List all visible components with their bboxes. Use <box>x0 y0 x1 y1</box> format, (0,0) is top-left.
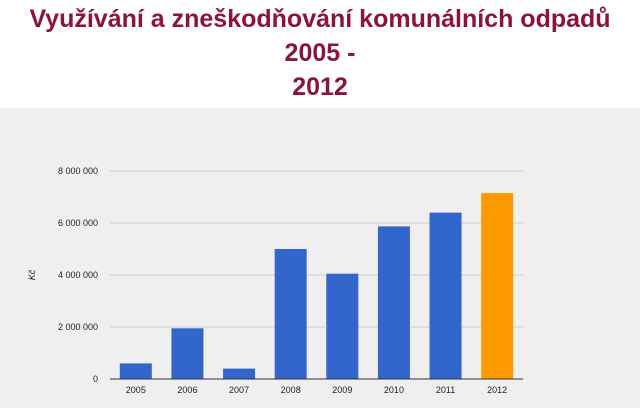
y-tick-label: 0 <box>93 374 98 384</box>
chart-panel <box>0 108 640 408</box>
x-tick-label: 2010 <box>384 385 404 395</box>
x-tick-label: 2006 <box>177 385 197 395</box>
bars <box>119 193 514 379</box>
chart-title: Využívání a zneškodňování komunálních od… <box>0 2 640 104</box>
bar-2012[interactable] <box>481 193 514 379</box>
x-tick-label: 2008 <box>281 385 301 395</box>
bar-2006[interactable] <box>171 328 204 379</box>
x-tick-label: 2012 <box>487 385 507 395</box>
bar-2008[interactable] <box>274 249 307 379</box>
x-tick-label: 2007 <box>229 385 249 395</box>
bar-2009[interactable] <box>326 273 359 379</box>
x-axis-ticks: 2005 2006 2007 2008 2009 2010 2011 2012 <box>126 385 507 395</box>
y-axis-ticks: 0 2 000 000 4 000 000 6 000 000 8 000 000 <box>58 166 98 384</box>
x-tick-label: 2011 <box>436 385 455 395</box>
y-tick-label: 6 000 000 <box>58 218 98 228</box>
bar-2011[interactable] <box>429 212 462 379</box>
y-tick-label: 4 000 000 <box>58 270 98 280</box>
y-tick-label: 2 000 000 <box>58 322 98 332</box>
y-tick-label: 8 000 000 <box>58 166 98 176</box>
bar-2007[interactable] <box>223 368 256 379</box>
x-tick-label: 2009 <box>332 385 352 395</box>
x-tick-label: 2005 <box>126 385 146 395</box>
y-axis-label: Kč <box>27 269 37 280</box>
chart-title-line-1: Využívání a zneškodňování komunálních od… <box>29 5 611 67</box>
chart-title-line-2: 2012 <box>292 73 348 101</box>
bar-2010[interactable] <box>377 226 410 379</box>
bar-2005[interactable] <box>119 363 152 379</box>
